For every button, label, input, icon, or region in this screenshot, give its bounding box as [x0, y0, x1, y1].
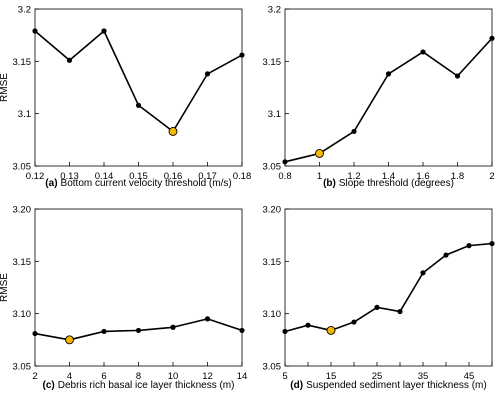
y-tick-label: 3.15 — [263, 257, 282, 268]
panel-caption: (c) Debris rich basal ice layer thickness… — [43, 380, 235, 391]
y-tick-label: 3.05 — [13, 362, 32, 373]
data-point — [454, 73, 461, 79]
data-point — [239, 52, 245, 58]
data-point — [374, 304, 380, 310]
y-tick-label: 3.1 — [268, 109, 281, 120]
x-tick-label: 2 — [489, 171, 494, 182]
data-point — [489, 240, 495, 247]
data-point — [32, 330, 38, 337]
y-tick-label: 3.05 — [13, 162, 32, 173]
panel-letter: (c) — [43, 380, 55, 391]
x-tick-label: 1.4 — [382, 171, 395, 182]
y-tick-label: 3.2 — [18, 5, 31, 16]
data-point — [204, 71, 211, 77]
data-point — [170, 324, 176, 330]
x-axis-label: Slope threshold (degrees) — [339, 178, 454, 189]
y-tick-label: 3.2 — [268, 5, 281, 16]
x-tick-label: 12 — [202, 371, 213, 382]
data-point — [101, 28, 107, 34]
x-tick-label: 10 — [168, 371, 179, 382]
data-point — [420, 49, 426, 55]
optimal-point — [315, 148, 324, 158]
data-point — [397, 308, 403, 315]
x-tick-label: 15 — [326, 371, 337, 382]
x-tick-label: 1 — [317, 171, 322, 182]
data-point — [385, 71, 392, 77]
data-point — [135, 102, 142, 108]
x-tick-label: 0.17 — [198, 171, 217, 182]
data-point — [239, 327, 245, 334]
data-point — [101, 328, 107, 335]
x-axis-label: Bottom current velocity threshold (m/s) — [61, 178, 232, 189]
y-tick-label: 3.20 — [263, 205, 282, 216]
x-tick-label: 4 — [67, 371, 72, 382]
x-tick-label: 25 — [372, 371, 383, 382]
x-tick-label: 1.6 — [416, 171, 429, 182]
panel-caption: (b) Slope threshold (degrees) — [323, 178, 454, 189]
x-tick-label: 0.18 — [233, 171, 252, 182]
panel-caption: (a) Bottom current velocity threshold (m/… — [45, 178, 231, 189]
data-point — [282, 159, 288, 165]
panel-letter: (a) — [45, 178, 57, 189]
panel-a: 3.05 3.1 3.15 3.2 0.12 0.13 0.14 0.15 0.16 0.17 0.… — [0, 5, 251, 190]
x-tick-label: 0.13 — [60, 171, 79, 182]
y-tick-label: 3.1 — [18, 109, 31, 120]
optimal-point — [326, 325, 336, 335]
y-axis-label: RMSE — [0, 73, 10, 102]
panel-letter: (b) — [323, 178, 336, 189]
y-tick-label: 3.20 — [13, 205, 32, 216]
x-tick-label: 1.8 — [451, 171, 464, 182]
panel-b: 3.05 3.1 3.15 3.2 0.8 1 1.2 1.4 1.6 1.8 2 (b) Slope … — [263, 5, 495, 190]
x-tick-label: 8 — [136, 371, 141, 382]
x-tick-label: 0.14 — [95, 171, 114, 182]
x-axis-label: Suspended sediment layer thickness (m) — [306, 380, 487, 391]
data-point — [420, 270, 426, 276]
data-point — [135, 327, 142, 334]
plot-frame — [34, 8, 243, 167]
x-tick-label: 14 — [237, 371, 248, 382]
data-point — [351, 128, 357, 135]
data-point — [305, 322, 311, 328]
series-line — [34, 30, 243, 133]
data-point — [32, 28, 38, 34]
y-tick-label: 3.05 — [263, 162, 282, 173]
x-tick-label: 0.12 — [26, 171, 45, 182]
data-point — [466, 243, 472, 249]
y-axis-label: RMSE — [0, 273, 10, 302]
data-point — [489, 35, 495, 41]
x-tick-label: 35 — [418, 371, 429, 382]
x-axis-label: Debris rich basal ice layer thickness (m… — [58, 380, 235, 391]
y-tick-label: 3.10 — [263, 309, 282, 320]
data-point — [443, 252, 449, 258]
panel-caption: (d) Suspended sediment layer thickness (m… — [290, 380, 486, 391]
y-tick-label: 3.15 — [13, 57, 32, 68]
series-line — [284, 37, 493, 163]
data-point — [351, 319, 357, 325]
series-line — [284, 242, 493, 333]
x-tick-label: 1.2 — [347, 171, 360, 182]
x-tick-label: 2 — [32, 371, 37, 382]
plot-frame — [284, 208, 493, 367]
plot-frame — [284, 8, 493, 167]
y-tick-label: 3.15 — [13, 257, 32, 268]
optimal-point — [168, 127, 178, 136]
y-tick-label: 3.10 — [13, 309, 32, 320]
panel-c: 3.05 3.10 3.15 3.20 2 4 6 8 10 12 14 RMSE (c) Debris … — [0, 205, 247, 392]
x-tick-label: 5 — [282, 371, 287, 382]
data-point — [204, 316, 211, 322]
x-tick-label: 0.15 — [129, 171, 148, 182]
x-tick-label: 0.8 — [278, 171, 291, 182]
data-point — [282, 328, 288, 335]
x-tick-label: 45 — [464, 371, 475, 382]
optimal-point — [65, 335, 74, 345]
panel-d: 3.053.103.153.205 15 25 35 45(d) Suspended se… — [263, 205, 495, 391]
y-tick-label: 3.15 — [263, 57, 282, 68]
x-tick-label: 0.16 — [164, 171, 183, 182]
data-point — [66, 57, 73, 63]
x-tick-label: 6 — [101, 371, 106, 382]
y-tick-label: 3.05 — [263, 362, 282, 373]
panel-letter: (d) — [290, 380, 303, 391]
